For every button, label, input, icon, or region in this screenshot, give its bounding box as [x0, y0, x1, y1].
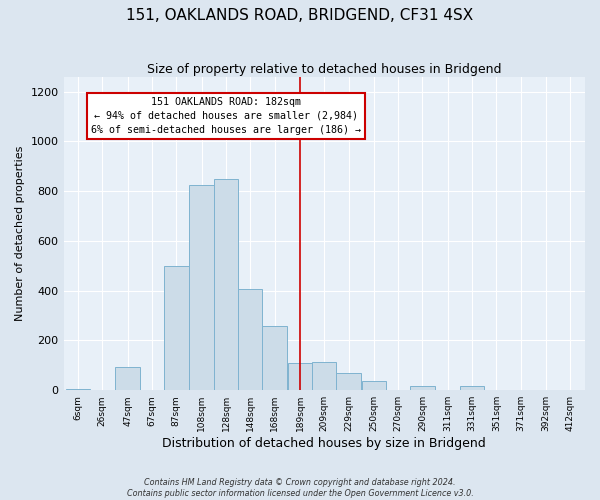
Text: 151, OAKLANDS ROAD, BRIDGEND, CF31 4SX: 151, OAKLANDS ROAD, BRIDGEND, CF31 4SX	[127, 8, 473, 22]
X-axis label: Distribution of detached houses by size in Bridgend: Distribution of detached houses by size …	[163, 437, 486, 450]
Bar	[312, 362, 337, 390]
Text: Contains HM Land Registry data © Crown copyright and database right 2024.
Contai: Contains HM Land Registry data © Crown c…	[127, 478, 473, 498]
Bar	[410, 386, 435, 390]
Text: 151 OAKLANDS ROAD: 182sqm
← 94% of detached houses are smaller (2,984)
6% of sem: 151 OAKLANDS ROAD: 182sqm ← 94% of detac…	[91, 96, 361, 134]
Bar	[115, 366, 140, 390]
Y-axis label: Number of detached properties: Number of detached properties	[15, 146, 25, 321]
Bar	[336, 373, 361, 390]
Bar	[287, 363, 313, 390]
Title: Size of property relative to detached houses in Bridgend: Size of property relative to detached ho…	[147, 62, 502, 76]
Bar	[362, 382, 386, 390]
Bar	[190, 185, 214, 390]
Bar	[238, 290, 262, 390]
Bar	[66, 389, 90, 390]
Bar	[262, 326, 287, 390]
Bar	[214, 178, 238, 390]
Bar	[164, 266, 189, 390]
Bar	[460, 386, 484, 390]
